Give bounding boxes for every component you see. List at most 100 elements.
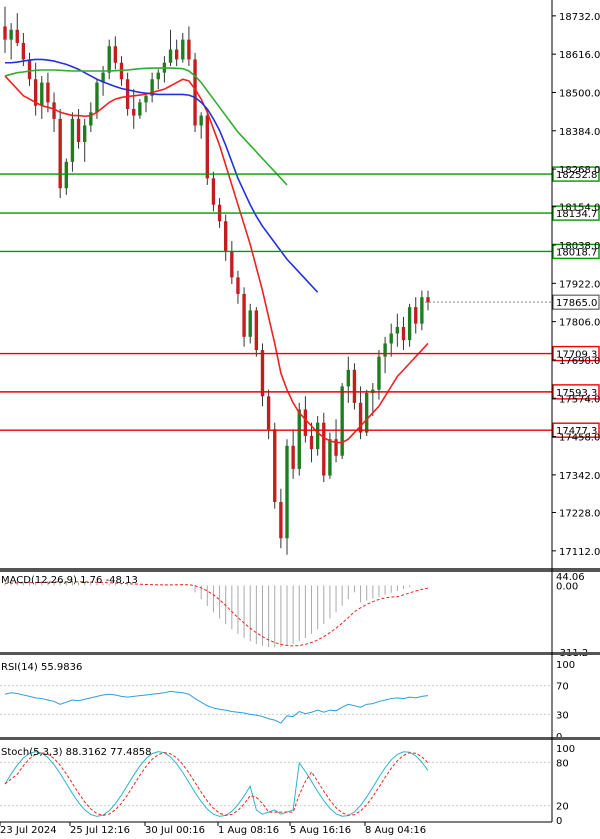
stoch-tick-label: 0 [556,816,562,827]
price-tick-label: 17574.0 [559,394,600,405]
level-tag-label: 17477.3 [556,426,597,437]
candle-body [266,396,271,430]
time-tick-label: 25 Jul 12:16 [70,825,130,835]
candle-body [132,108,136,116]
candle-body [3,26,7,40]
candle-body [150,79,154,96]
candle-body [303,409,308,436]
time-tick-label: 8 Aug 04:16 [365,825,426,835]
macd-label: MACD(12,26,9) 1.76 -48.13 [1,575,138,586]
candle-body [64,161,68,189]
panel-separator [0,568,600,572]
candle-body [260,350,265,397]
candle-body [205,115,209,179]
rsi-line [4,690,429,724]
stoch-panel: 100 80 20 0 [0,744,575,827]
candle-body [199,115,203,126]
candle-body [377,356,381,390]
candle-body [334,439,338,456]
candle-body [322,422,326,476]
price-tick-label: 17922.0 [559,279,600,290]
candle-body [70,118,75,162]
candle-body [297,409,301,469]
candle-body [52,102,56,119]
rsi-tick-label: 70 [556,682,569,693]
candle-body [414,307,418,324]
candle-body [15,29,19,43]
candle-body [125,79,130,109]
candle-body [187,39,191,60]
moving-average-line [5,58,319,293]
candle-body [407,307,412,341]
level-tag-label: 17593.3 [556,388,597,399]
rsi-tick-label: 100 [556,660,575,671]
candle-body [27,59,32,80]
stoch-tick-label: 80 [556,758,569,769]
stoch-tick-label: 100 [556,744,575,755]
candle-body [33,79,38,106]
macd-panel: 44.060.00-311.2 [4,572,588,659]
price-tick-label: 18268.0 [559,165,600,176]
candle-body [230,250,234,278]
current-price-label: 17865.0 [556,298,597,309]
panel-separator [0,652,600,655]
candle-body [279,501,283,539]
level-tag-label: 18134.7 [556,209,597,220]
price-tick-label: 17112.0 [559,547,600,558]
rsi-label: RSI(14) 55.9836 [1,662,82,673]
stoch-signal-line [4,752,429,816]
macd-tick-label: 0.00 [556,581,578,592]
candle-body [236,277,240,294]
candle-body [242,293,246,337]
x-axis-labels: 23 Jul 2024 25 Jul 12:16 30 Jul 00:16 1 Aug… [0,822,426,836]
candle-body [395,326,400,334]
macd-signal-line [4,581,429,647]
price-tick-label: 18384.0 [559,127,600,138]
candle-body [211,178,216,205]
price-tick-label: 18038.0 [559,241,600,252]
candle-body [328,439,332,476]
price-tick-label: 17342.0 [559,471,600,482]
candle-body [389,333,393,344]
candle-body [46,82,50,103]
candle-body [101,72,105,83]
candle-body [113,46,118,63]
candle-body [401,326,406,341]
candle-body [58,118,62,189]
candle-body [9,29,13,40]
price-tick-label: 17806.0 [559,318,600,329]
stoch-main-line [4,751,429,817]
level-tag-box [552,422,600,438]
price-tick-label: 18732.0 [559,12,600,23]
rsi-panel: 10070300 [0,660,575,743]
level-tag-box [552,166,600,182]
price-panel: 18252.8 18134.7 18018.7 17709.3 17593.3 17477… [0,6,600,555]
candle-body [285,445,289,539]
candle-body [181,39,185,60]
stoch-label: Stoch(5,3,3) 88.3162 77.4858 [1,747,152,758]
candle-body [224,221,228,251]
candle-body [346,369,350,387]
panel-separator [0,737,600,740]
price-tick-label: 17228.0 [559,509,600,520]
candle-body [95,82,99,113]
level-tag-box [552,384,600,400]
candle-body [144,95,148,103]
level-tag-label: 17709.3 [556,350,597,361]
candle-body [107,46,111,73]
candle-body [254,310,259,351]
candle-body [315,422,320,450]
candle-body [365,392,369,433]
level-tag-box [552,205,600,221]
candle-body [383,343,387,357]
price-tick-label: 18500.0 [559,88,600,99]
candle-body [291,445,295,469]
candle-body [358,402,363,433]
time-tick-label: 1 Aug 08:16 [218,825,279,835]
price-tick-label: 18154.0 [559,203,600,214]
candle-body [168,49,173,63]
candle-body [83,125,87,142]
price-tick-label: 17458.0 [559,433,600,444]
